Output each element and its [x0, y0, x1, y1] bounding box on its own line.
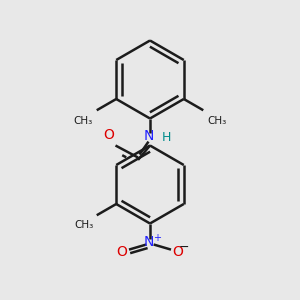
Text: −: −	[179, 241, 189, 254]
Text: CH₃: CH₃	[208, 116, 227, 126]
Text: O: O	[103, 128, 114, 142]
Text: CH₃: CH₃	[74, 220, 94, 230]
Text: +: +	[153, 233, 160, 243]
Text: N: N	[143, 130, 154, 143]
Text: H: H	[162, 130, 171, 144]
Text: CH₃: CH₃	[73, 116, 92, 126]
Text: N: N	[143, 235, 154, 249]
Text: O: O	[117, 245, 128, 259]
Text: O: O	[172, 245, 183, 259]
